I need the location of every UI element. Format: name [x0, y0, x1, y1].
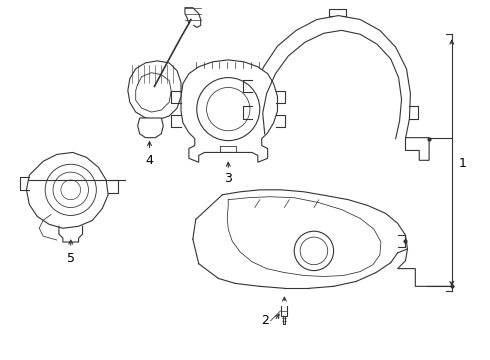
Polygon shape: [181, 60, 277, 162]
Text: 2: 2: [261, 314, 269, 327]
Text: 4: 4: [146, 154, 153, 167]
Circle shape: [294, 231, 334, 271]
Polygon shape: [138, 118, 163, 138]
Polygon shape: [26, 152, 108, 228]
Polygon shape: [250, 15, 429, 160]
Text: 1: 1: [459, 157, 466, 170]
Text: 3: 3: [224, 171, 232, 185]
Polygon shape: [128, 61, 181, 120]
Text: 5: 5: [67, 252, 75, 265]
